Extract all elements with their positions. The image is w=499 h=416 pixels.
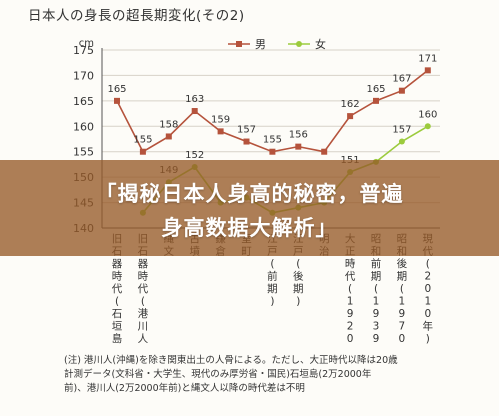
data-label: 155 (263, 135, 282, 146)
data-label: 171 (418, 53, 437, 64)
x-tick-label-char: 代 (138, 283, 149, 295)
x-tick-label-char: ( (426, 258, 430, 270)
footnote-line-3: 前)、港川人(2万2000年前)と縄文人以降の時代差は不明 (64, 383, 305, 394)
x-tick-label-char: 1 (373, 296, 380, 308)
data-point-male (424, 67, 431, 74)
x-tick-label-char: 期 (397, 271, 408, 283)
x-tick-label-char: 0 (424, 308, 431, 320)
x-tick-label-char: 期 (267, 283, 278, 295)
data-label: 152 (185, 150, 204, 161)
x-tick-label-char: 港 (138, 308, 149, 320)
x-tick-label-char: 垣 (112, 321, 123, 333)
x-tick-label-char: 後 (397, 257, 408, 270)
data-point-male (347, 113, 354, 120)
x-tick-label-char: 期 (293, 283, 304, 295)
data-label: 167 (392, 74, 411, 85)
footnote-line-1: (注) 港川人(沖縄)を除き関東出土の人骨による。ただし、大正時代以降は20歳 (64, 355, 398, 366)
x-tick-label-char: 後 (293, 270, 304, 283)
x-tick-label-char: 島 (112, 332, 123, 345)
data-point-male (114, 97, 120, 104)
x-tick-label-char: ( (400, 283, 404, 295)
x-tick-label-char: 1 (347, 296, 354, 308)
x-tick-label-char: 9 (373, 308, 380, 320)
x-tick-label-char: ( (374, 283, 378, 295)
x-tick-label-char: ( (348, 283, 352, 295)
x-tick-label-char: 前 (267, 270, 278, 283)
x-tick-label-char: 9 (347, 308, 354, 320)
x-tick-label-char: 9 (399, 308, 406, 320)
x-tick-label-char: 前 (371, 257, 382, 270)
x-tick-label-char: 0 (424, 283, 431, 295)
x-tick-label-char: 1 (399, 296, 406, 308)
x-tick-label-char: 2 (347, 321, 354, 333)
data-point-male (269, 148, 276, 155)
x-tick-label-char: 0 (347, 333, 354, 345)
data-point-female (424, 123, 431, 130)
x-tick-label-char: 9 (373, 333, 380, 345)
y-tick-label: 165 (73, 95, 94, 108)
x-tick-label-char: 時 (112, 271, 123, 283)
legend-label-0: 男 (255, 38, 266, 51)
y-tick-label: 175 (73, 44, 94, 57)
x-tick-label-char: ( (296, 258, 300, 270)
data-label: 162 (341, 99, 360, 110)
data-point-male (243, 138, 250, 145)
x-tick-label-char: 1 (424, 296, 431, 308)
x-tick-label-char: ( (115, 296, 119, 308)
data-point-male (139, 148, 146, 155)
data-point-male (217, 128, 224, 135)
y-axis-unit: cm (79, 38, 94, 49)
x-tick-label-char: 2 (424, 271, 431, 283)
data-label: 159 (211, 114, 230, 125)
chart-footnote: (注) 港川人(沖縄)を除き関東出土の人骨による。ただし、大正時代以降は20歳 … (64, 354, 484, 396)
x-tick-label-char: 年 (423, 320, 434, 333)
data-label: 163 (185, 94, 204, 105)
x-tick-label-char: 器 (138, 258, 149, 270)
x-tick-label-char: 時 (345, 258, 356, 270)
data-point-male (398, 87, 405, 94)
data-point-male (191, 108, 198, 115)
x-tick-label-char: 川 (138, 321, 149, 333)
x-tick-label-char: 代 (345, 271, 356, 283)
x-tick-label-char: 0 (399, 333, 406, 345)
x-tick-label-char: 3 (373, 321, 380, 333)
x-tick-label-char: 石 (112, 308, 123, 320)
data-label: 155 (133, 135, 152, 146)
x-tick-label-char: ( (141, 296, 145, 308)
x-tick-label-char: ) (426, 333, 430, 345)
data-label: 165 (366, 84, 385, 95)
x-tick-label-char: 7 (399, 321, 406, 333)
footnote-line-2: 計測データ(文科省・大学生、現代のみ厚労省・国民)石垣島(2万2000年 (64, 369, 372, 380)
overlay-banner: 「揭秘日本人身高的秘密，普遍 身高数据大解析」 (0, 160, 499, 256)
data-label: 158 (159, 119, 178, 130)
data-point-male (295, 143, 302, 150)
legend-marker-female (296, 41, 302, 47)
chart-title: 日本人の身長の超長期変化(その2) (28, 8, 245, 24)
y-tick-label: 155 (73, 146, 94, 159)
x-tick-label-char: 時 (138, 271, 149, 283)
x-tick-label-char: 器 (112, 258, 123, 270)
x-tick-label-char: ) (270, 296, 274, 308)
x-tick-label-char: 代 (112, 283, 123, 295)
data-point-male (373, 97, 379, 104)
y-tick-label: 170 (73, 69, 94, 82)
y-tick-label: 160 (73, 120, 94, 133)
data-label: 157 (237, 125, 256, 136)
x-tick-label-char: ( (270, 258, 274, 270)
legend-marker-male (236, 41, 242, 47)
banner-line-1: 「揭秘日本人身高的秘密，普遍 (95, 182, 404, 206)
x-tick-label-char: ) (296, 296, 300, 308)
legend-label-1: 女 (315, 37, 326, 51)
data-label: 157 (392, 125, 411, 136)
data-label: 165 (107, 84, 126, 95)
data-point-male (321, 148, 328, 155)
data-point-female (398, 138, 405, 145)
data-label: 156 (289, 130, 308, 141)
x-tick-label-char: 期 (371, 271, 382, 283)
data-point-male (165, 133, 172, 140)
x-tick-label-char: 人 (138, 333, 149, 345)
banner-line-2: 身高数据大解析」 (161, 216, 338, 240)
data-label: 160 (418, 109, 437, 120)
